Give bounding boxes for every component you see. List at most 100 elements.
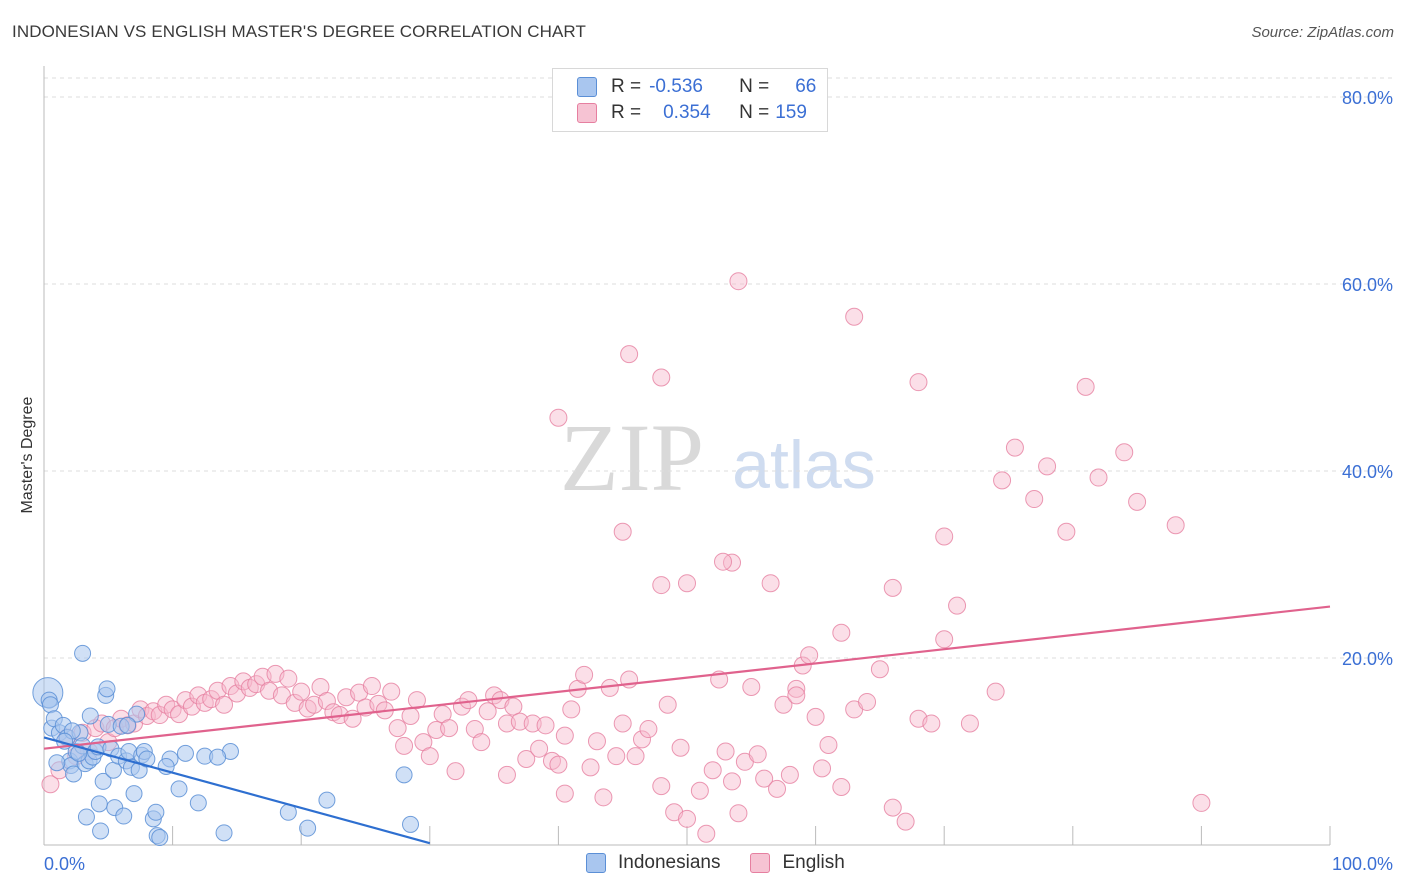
english-point (362, 677, 381, 696)
english-point (993, 471, 1012, 490)
indonesians-point (94, 772, 112, 790)
english-point (870, 660, 889, 679)
english-point (607, 747, 626, 766)
english-point (581, 758, 600, 777)
indonesians-point (299, 819, 317, 837)
indonesians-point (81, 707, 99, 725)
indonesians-point (209, 748, 227, 766)
english-point (478, 702, 497, 721)
english-point (472, 733, 491, 752)
indonesians-point (189, 794, 207, 812)
legend-n-value: 159 (775, 102, 807, 123)
english-point (909, 373, 928, 392)
english-point (1076, 377, 1095, 396)
english-point (555, 726, 574, 745)
watermark: ZIP atlas (560, 404, 876, 511)
english-points (41, 272, 1211, 843)
english-point (1057, 522, 1076, 541)
english-point (883, 578, 902, 597)
indonesians-point (119, 716, 137, 734)
legend-r-label: R = (611, 102, 642, 123)
english-point (382, 682, 401, 701)
english-point (787, 686, 806, 705)
series-legend: Indonesians English (586, 852, 875, 874)
english-point (935, 630, 954, 649)
english-point (652, 576, 671, 595)
english-point (780, 765, 799, 784)
english-point (671, 738, 690, 757)
english-point (517, 749, 536, 768)
english-point (163, 700, 182, 719)
english-label: English (782, 852, 845, 873)
indonesians-swatch (586, 853, 606, 873)
english-point (292, 682, 311, 701)
y-tick-label: 60.0% (1342, 275, 1393, 295)
english-point (697, 824, 716, 843)
legend-item-indonesians[interactable]: Indonesians (586, 852, 720, 874)
english-point (446, 762, 465, 781)
english-point (678, 809, 696, 828)
english-point (813, 759, 832, 778)
english-point (1166, 516, 1185, 535)
english-point (806, 707, 825, 726)
english-point (279, 669, 298, 688)
english-point (1025, 490, 1044, 509)
english-point (401, 706, 420, 725)
english-point (632, 730, 651, 749)
watermark-atlas: atlas (732, 427, 876, 503)
indonesians-point (115, 807, 133, 825)
english-point (317, 692, 336, 711)
chart-title: INDONESIAN VS ENGLISH MASTER'S DEGREE CO… (12, 22, 586, 41)
english-point (530, 739, 549, 758)
english-point (440, 719, 459, 738)
indonesians-point (138, 750, 156, 768)
english-point (1005, 438, 1024, 457)
indonesians-point (65, 765, 83, 783)
y-tick-label: 20.0% (1342, 649, 1393, 669)
english-point (652, 777, 671, 796)
indonesians-point (98, 680, 116, 698)
english-point (714, 552, 733, 571)
english-point (594, 788, 613, 807)
english-point (896, 812, 915, 831)
indonesians-point (170, 780, 188, 798)
english-point (922, 714, 941, 733)
english-point (761, 574, 780, 593)
english-point (787, 679, 806, 698)
english-point (1089, 468, 1108, 487)
english-point (658, 695, 677, 714)
legend-n-label: N = (739, 102, 770, 123)
english-point (639, 720, 658, 739)
indonesians-point (151, 829, 169, 847)
legend-n-value: 66 (795, 76, 817, 97)
english-point (613, 714, 632, 733)
english-point (626, 747, 645, 766)
english-point (562, 700, 581, 719)
english-point (768, 779, 787, 798)
english-point (549, 408, 568, 427)
legend-n-label: N = (739, 76, 770, 97)
english-point (157, 695, 176, 714)
english-point (497, 765, 516, 784)
english-point (1192, 793, 1211, 812)
english-point (748, 745, 767, 764)
english-point (960, 714, 979, 733)
indonesians-point (176, 744, 194, 762)
english-point (652, 368, 671, 387)
english-point (575, 665, 594, 684)
indonesians-point (215, 824, 233, 842)
legend-item-english[interactable]: English (750, 852, 845, 874)
indonesians-point (128, 705, 146, 723)
english-point (587, 732, 606, 751)
indonesians-point (318, 791, 336, 809)
english-point (215, 695, 234, 714)
indonesians-point (48, 754, 66, 772)
tick-labels: 20.0% 40.0% 60.0% 80.0% 0.0% 100.0% (44, 88, 1393, 874)
x-tick-label: 100.0% (1332, 854, 1393, 874)
source-label: Source: ZipAtlas.com (1251, 24, 1394, 41)
english-point (549, 755, 568, 774)
indonesians-label: Indonesians (618, 852, 721, 873)
english-point (935, 527, 954, 546)
english-point (832, 623, 851, 642)
legend-row-english: R = 0.354 N = 159 (577, 101, 807, 125)
